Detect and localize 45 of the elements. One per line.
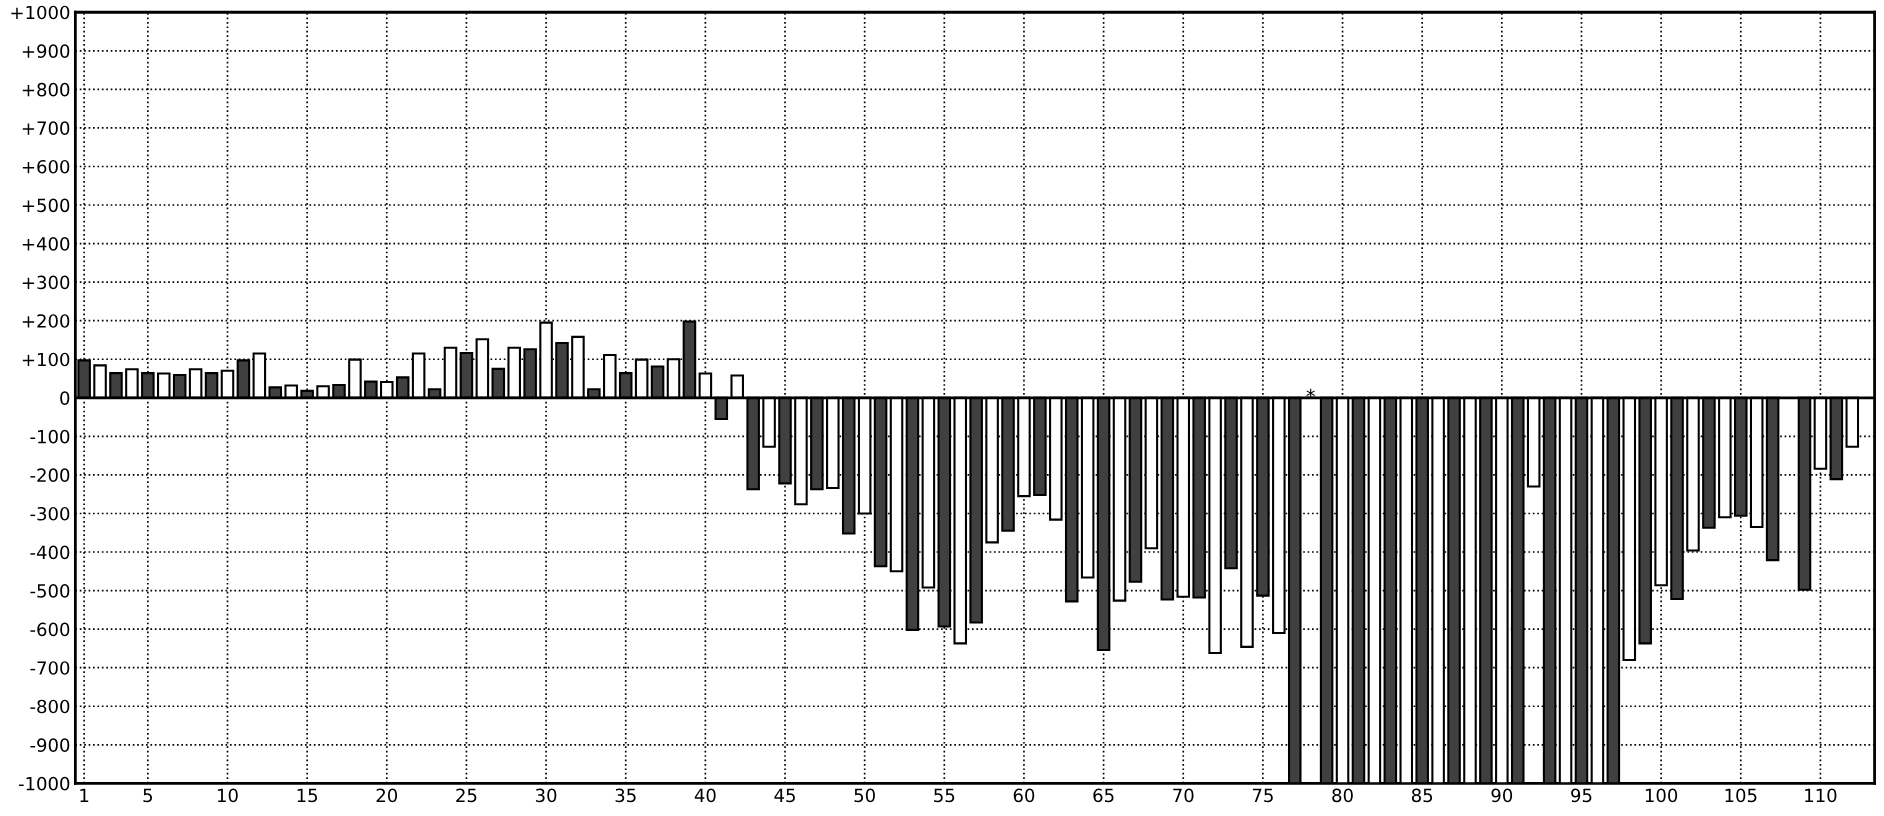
y-tick-label: -500 bbox=[30, 584, 70, 598]
y-tick-label: -900 bbox=[30, 738, 70, 752]
x-tick-label: 110 bbox=[1805, 788, 1837, 803]
y-tick-label: +100 bbox=[22, 352, 70, 367]
y-tick-label: +200 bbox=[22, 314, 70, 328]
x-tick-label: 105 bbox=[1725, 788, 1757, 803]
y-tick-label: +600 bbox=[22, 159, 70, 174]
x-tick-label: 45 bbox=[774, 788, 795, 803]
x-tick-label: 55 bbox=[934, 788, 955, 803]
y-tick-label: 0 bbox=[60, 391, 70, 405]
x-tick-label: 50 bbox=[854, 788, 875, 803]
x-tick-label: 10 bbox=[217, 788, 238, 803]
y-tick-label: +900 bbox=[22, 44, 70, 58]
x-tick-label: 20 bbox=[376, 788, 398, 803]
y-tick-label: -200 bbox=[30, 468, 70, 483]
x-tick-label: 95 bbox=[1571, 788, 1592, 803]
y-tick-label: +700 bbox=[22, 121, 70, 136]
x-tick-label: 40 bbox=[694, 788, 716, 803]
x-tick-label: 25 bbox=[456, 788, 477, 803]
x-tick-label: 5 bbox=[143, 788, 153, 803]
y-tick-label: -1000 bbox=[18, 776, 70, 791]
y-tick-label: -700 bbox=[30, 661, 70, 675]
x-tick-label: 100 bbox=[1645, 788, 1678, 803]
x-tick-label: 1 bbox=[80, 788, 89, 802]
x-tick-label: 60 bbox=[1013, 788, 1035, 803]
y-tick-label: -800 bbox=[30, 699, 70, 714]
y-tick-label: +400 bbox=[22, 237, 70, 251]
y-tick-label: +300 bbox=[22, 275, 70, 290]
x-tick-label: 65 bbox=[1093, 788, 1114, 803]
y-tick-label: +800 bbox=[22, 82, 70, 97]
x-tick-label: 75 bbox=[1252, 788, 1273, 803]
x-tick-label: 85 bbox=[1411, 788, 1433, 803]
y-tick-label: +1000 bbox=[11, 5, 70, 20]
x-tick-label: 30 bbox=[535, 788, 557, 803]
x-tick-label: 80 bbox=[1332, 788, 1353, 803]
y-tick-label: +500 bbox=[22, 198, 70, 213]
annotation: * bbox=[1306, 388, 1315, 398]
x-tick-label: 15 bbox=[297, 788, 318, 803]
y-tick-label: -300 bbox=[30, 506, 70, 521]
y-tick-label: -600 bbox=[30, 622, 70, 637]
y-tick-label: -100 bbox=[30, 429, 70, 444]
x-tick-label: 90 bbox=[1491, 788, 1513, 803]
y-tick-label: -400 bbox=[30, 545, 70, 560]
x-tick-label: 35 bbox=[615, 788, 636, 803]
x-tick-label: 70 bbox=[1173, 788, 1194, 803]
